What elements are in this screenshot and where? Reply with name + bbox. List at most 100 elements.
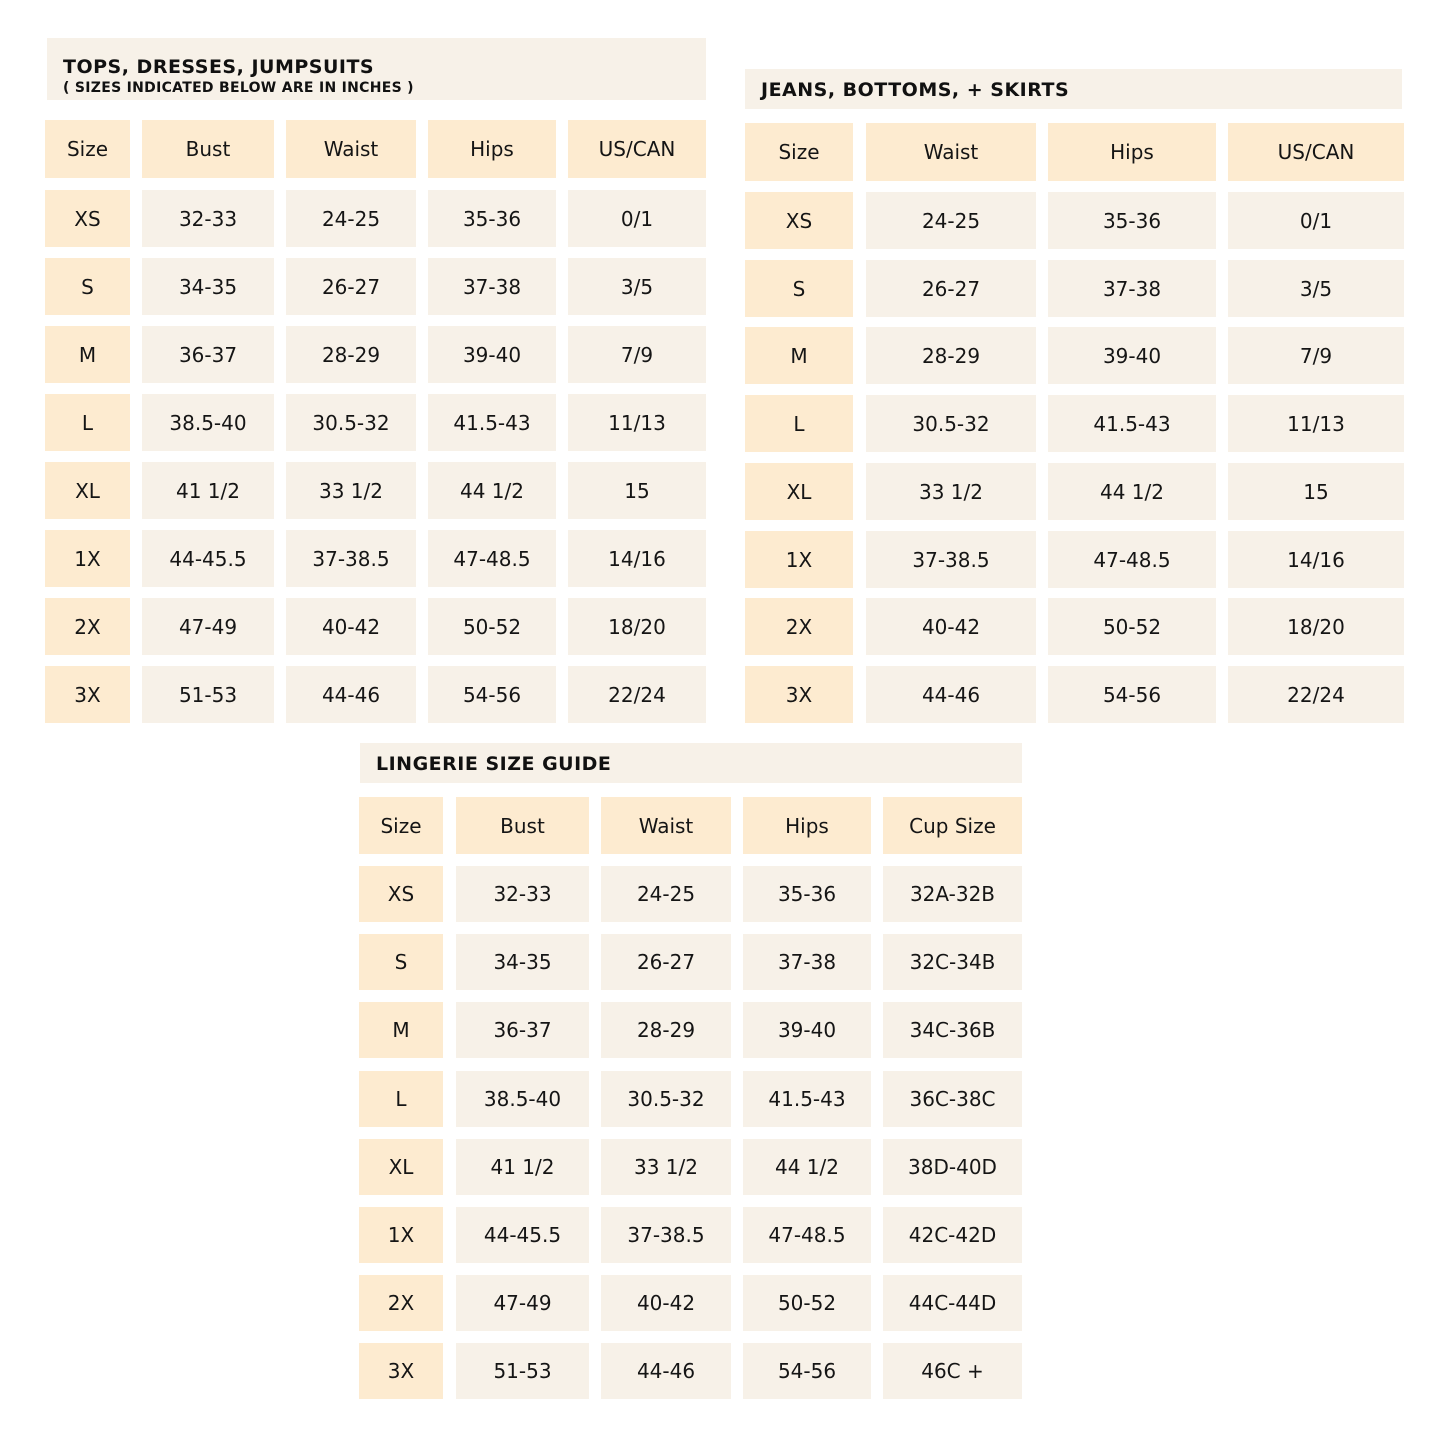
table-cell: 15 — [568, 462, 706, 519]
table-cell: 50-52 — [1048, 598, 1216, 655]
table-cell: 47-48.5 — [428, 530, 556, 587]
table-cell: 37-38.5 — [601, 1207, 731, 1263]
table-cell: 37-38.5 — [866, 531, 1036, 588]
table-cell: 24-25 — [601, 866, 731, 922]
size-label-cell: 2X — [745, 598, 853, 655]
column-header: US/CAN — [568, 120, 706, 178]
column-header: Size — [745, 123, 853, 181]
size-label-cell: 3X — [359, 1343, 443, 1399]
table-cell: 32C-34B — [883, 934, 1022, 990]
table-cell: 33 1/2 — [601, 1139, 731, 1195]
table-cell: 3/5 — [568, 258, 706, 315]
table-cell: 32-33 — [456, 866, 589, 922]
table-cell: 38D-40D — [883, 1139, 1022, 1195]
column-header: Waist — [601, 797, 731, 854]
size-label-cell: L — [45, 394, 130, 451]
table-cell: 47-48.5 — [1048, 531, 1216, 588]
table-title: LINGERIE SIZE GUIDE — [376, 753, 612, 775]
table-cell: 44 1/2 — [428, 462, 556, 519]
size-label-cell: S — [359, 934, 443, 990]
table-cell: 22/24 — [1228, 666, 1404, 723]
size-label-cell: XS — [745, 192, 853, 249]
table-cell: 7/9 — [1228, 327, 1404, 384]
table-cell: 11/13 — [1228, 395, 1404, 452]
table-cell: 30.5-32 — [286, 394, 416, 451]
table-cell: 0/1 — [568, 190, 706, 247]
size-label-cell: XL — [45, 462, 130, 519]
table-cell: 22/24 — [568, 666, 706, 723]
table-cell: 18/20 — [568, 598, 706, 655]
size-label-cell: S — [45, 258, 130, 315]
table-cell: 40-42 — [286, 598, 416, 655]
table-cell: 38.5-40 — [142, 394, 274, 451]
table-cell: 39-40 — [743, 1002, 871, 1058]
size-label-cell: 1X — [45, 530, 130, 587]
table-cell: 14/16 — [568, 530, 706, 587]
table-cell: 47-48.5 — [743, 1207, 871, 1263]
table-cell: 41.5-43 — [428, 394, 556, 451]
table-cell: 38.5-40 — [456, 1071, 589, 1127]
table-cell: 40-42 — [866, 598, 1036, 655]
size-label-cell: XL — [359, 1139, 443, 1195]
column-header: Bust — [142, 120, 274, 178]
size-label-cell: M — [359, 1002, 443, 1058]
table-cell: 24-25 — [866, 192, 1036, 249]
size-label-cell: L — [359, 1071, 443, 1127]
table-cell: 44-46 — [601, 1343, 731, 1399]
table-cell: 35-36 — [743, 866, 871, 922]
table-cell: 28-29 — [601, 1002, 731, 1058]
column-header: Hips — [428, 120, 556, 178]
size-label-cell: L — [745, 395, 853, 452]
size-label-cell: 2X — [359, 1275, 443, 1331]
table-cell: 47-49 — [456, 1275, 589, 1331]
table-title: TOPS, DRESSES, JUMPSUITS — [63, 56, 375, 78]
column-header: Size — [359, 797, 443, 854]
table-cell: 0/1 — [1228, 192, 1404, 249]
table-cell: 44 1/2 — [743, 1139, 871, 1195]
table-cell: 28-29 — [866, 327, 1036, 384]
tops-table-title-box: TOPS, DRESSES, JUMPSUITS ( SIZES INDICATE… — [47, 38, 706, 100]
lingerie-table-title-box: LINGERIE SIZE GUIDE — [360, 743, 1022, 783]
column-header: Hips — [1048, 123, 1216, 181]
size-label-cell: XS — [359, 866, 443, 922]
table-cell: 14/16 — [1228, 531, 1404, 588]
table-title: JEANS, BOTTOMS, + SKIRTS — [761, 79, 1070, 101]
table-cell: 50-52 — [428, 598, 556, 655]
size-label-cell: M — [45, 326, 130, 383]
table-cell: 26-27 — [286, 258, 416, 315]
jeans-table-title-box: JEANS, BOTTOMS, + SKIRTS — [745, 69, 1402, 109]
size-label-cell: 2X — [45, 598, 130, 655]
table-cell: 54-56 — [743, 1343, 871, 1399]
table-cell: 46C + — [883, 1343, 1022, 1399]
table-cell: 50-52 — [743, 1275, 871, 1331]
size-label-cell: 3X — [45, 666, 130, 723]
size-label-cell: 3X — [745, 666, 853, 723]
size-label-cell: M — [745, 327, 853, 384]
table-cell: 37-38 — [743, 934, 871, 990]
table-cell: 54-56 — [428, 666, 556, 723]
column-header: Hips — [743, 797, 871, 854]
table-cell: 36-37 — [456, 1002, 589, 1058]
table-cell: 34-35 — [142, 258, 274, 315]
table-cell: 7/9 — [568, 326, 706, 383]
table-cell: 44C-44D — [883, 1275, 1022, 1331]
table-cell: 32A-32B — [883, 866, 1022, 922]
table-cell: 35-36 — [1048, 192, 1216, 249]
column-header: Waist — [286, 120, 416, 178]
column-header: US/CAN — [1228, 123, 1404, 181]
table-cell: 44-46 — [866, 666, 1036, 723]
table-cell: 30.5-32 — [866, 395, 1036, 452]
table-cell: 33 1/2 — [286, 462, 416, 519]
table-cell: 39-40 — [428, 326, 556, 383]
table-cell: 24-25 — [286, 190, 416, 247]
column-header: Size — [45, 120, 130, 178]
table-cell: 26-27 — [601, 934, 731, 990]
table-cell: 35-36 — [428, 190, 556, 247]
size-label-cell: XS — [45, 190, 130, 247]
table-cell: 44-46 — [286, 666, 416, 723]
table-cell: 15 — [1228, 463, 1404, 520]
table-cell: 42C-42D — [883, 1207, 1022, 1263]
table-cell: 36C-38C — [883, 1071, 1022, 1127]
size-label-cell: S — [745, 260, 853, 317]
table-cell: 41 1/2 — [142, 462, 274, 519]
